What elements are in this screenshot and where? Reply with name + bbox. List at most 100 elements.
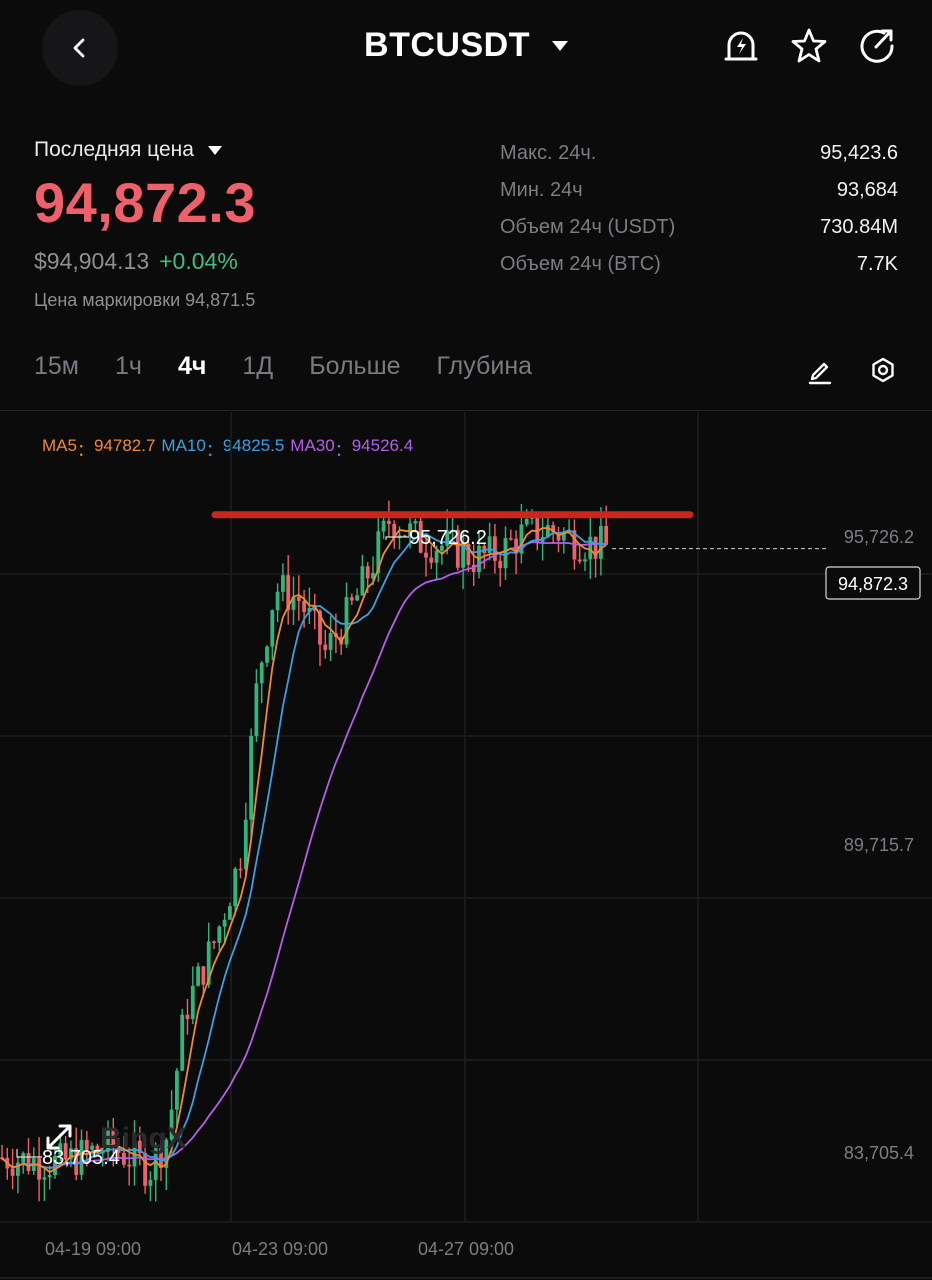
candle-body [21, 1153, 26, 1163]
candle-body [535, 516, 540, 543]
y-axis-label-mid: 89,715.7 [844, 835, 914, 855]
candle-body [228, 906, 232, 920]
high-marker-text: 95,726.2 [409, 527, 487, 549]
ma5-line [1, 527, 607, 1174]
expand-chart-button[interactable] [46, 1124, 72, 1150]
candle-body [265, 646, 269, 663]
tab-4h[interactable]: 4ч [177, 352, 207, 380]
draw-tool-button[interactable] [804, 354, 836, 386]
candle-body [259, 662, 264, 684]
candle-body [365, 566, 370, 579]
candle-body [249, 736, 253, 820]
stat-value: 7.7K [856, 253, 898, 275]
candle-body [296, 596, 301, 601]
ma10-label: MA10 [161, 436, 206, 455]
stat-label: Объем 24ч (BTC) [500, 253, 661, 275]
candle-body [159, 1148, 163, 1168]
stat-value: 95,423.6 [820, 142, 898, 164]
share-button[interactable] [857, 26, 897, 66]
star-icon [791, 28, 827, 63]
price-change: +0.04% [159, 248, 238, 274]
candle-body [84, 1139, 89, 1150]
candle-body [461, 543, 465, 568]
stat-value: 730.84M [820, 216, 898, 238]
candle-body [206, 941, 211, 985]
candle-body [445, 530, 450, 546]
candle-body [307, 607, 312, 612]
candle-body [349, 597, 354, 601]
tab-1d[interactable]: 1Д [242, 352, 274, 380]
candle-body [381, 520, 386, 532]
y-axis-label-bottom: 83,705.4 [844, 1143, 914, 1163]
candle-body [238, 868, 243, 871]
chevron-down-icon [207, 145, 222, 155]
x-axis-label-2: 04-23 09:00 [232, 1239, 328, 1259]
usd-price: $94,904.13 [34, 248, 150, 274]
x-axis-label-1: 04-19 09:00 [45, 1239, 141, 1259]
candle-body [127, 1164, 132, 1167]
candle-body [212, 941, 216, 943]
share-icon [860, 29, 894, 63]
expand-icon [46, 1124, 72, 1150]
divider [0, 410, 932, 411]
chevron-down-icon [551, 40, 568, 51]
candle-body [466, 543, 471, 565]
tab-more[interactable]: Больше [309, 352, 401, 380]
candle-body [498, 560, 503, 569]
back-button[interactable] [42, 10, 118, 86]
candle-body [16, 1162, 20, 1176]
candle-body [440, 545, 444, 551]
tab-1h[interactable]: 1ч [115, 352, 142, 380]
candle-body [10, 1168, 15, 1176]
candle-body [26, 1153, 31, 1172]
chart-settings-button[interactable] [867, 354, 899, 386]
candle-body [63, 1143, 68, 1160]
stat-label: Макс. 24ч. [500, 142, 597, 164]
candle-body [318, 610, 322, 645]
candle-body [323, 644, 328, 650]
candle-body [455, 529, 460, 568]
candle-body [593, 536, 598, 559]
mark-price-value: 94,871.5 [185, 290, 256, 310]
candle-body [201, 966, 206, 985]
current-price-tag-text: 94,872.3 [838, 574, 908, 594]
candle-body [344, 597, 349, 645]
candle-body [328, 633, 333, 650]
favorite-button[interactable] [789, 26, 829, 66]
candle-body [137, 1140, 142, 1154]
candle-body [148, 1180, 153, 1186]
candle-body [588, 536, 593, 560]
candle-body [42, 1177, 47, 1180]
ma10-line [1, 528, 607, 1169]
candle-body [143, 1153, 147, 1186]
symbol-selector[interactable]: BTCUSDT [0, 26, 932, 65]
candlestick-chart[interactable]: BingX 94,872.3 95,726.2 83,705.4 95,726.… [0, 412, 932, 1280]
candle-body [281, 575, 285, 592]
price-alert-icon [724, 31, 758, 61]
candle-body [111, 1127, 116, 1148]
candle-body [153, 1148, 158, 1181]
price-alert-button[interactable] [721, 26, 761, 66]
pencil-icon [808, 362, 832, 385]
tab-15m[interactable]: 15м [34, 352, 79, 380]
candle-body [493, 536, 497, 561]
ma30-label: MA30 [290, 436, 335, 455]
stat-row-volume-usdt: Объем 24ч (USDT) 730.84M [500, 216, 898, 253]
tab-depth[interactable]: Глубина [436, 352, 533, 380]
ma30-line [1, 541, 607, 1169]
candle-body [222, 919, 227, 927]
last-price-label: Последняя цена [34, 138, 194, 161]
stat-row-volume-btc: Объем 24ч (BTC) 7.7K [500, 253, 898, 290]
candle-body [524, 518, 529, 525]
candle-body [599, 526, 603, 559]
candle-body [519, 524, 524, 554]
x-axis-label-3: 04-27 09:00 [418, 1239, 514, 1259]
ma10-value: 94825.5 [222, 436, 285, 455]
ma5-value: 94782.7 [93, 436, 156, 455]
candle-body [69, 1148, 73, 1160]
candle-body [360, 566, 365, 596]
candle-body [302, 600, 306, 612]
candle-body [418, 521, 423, 553]
candle-body [233, 868, 238, 907]
last-price-selector[interactable]: Последняя цена [34, 138, 222, 162]
